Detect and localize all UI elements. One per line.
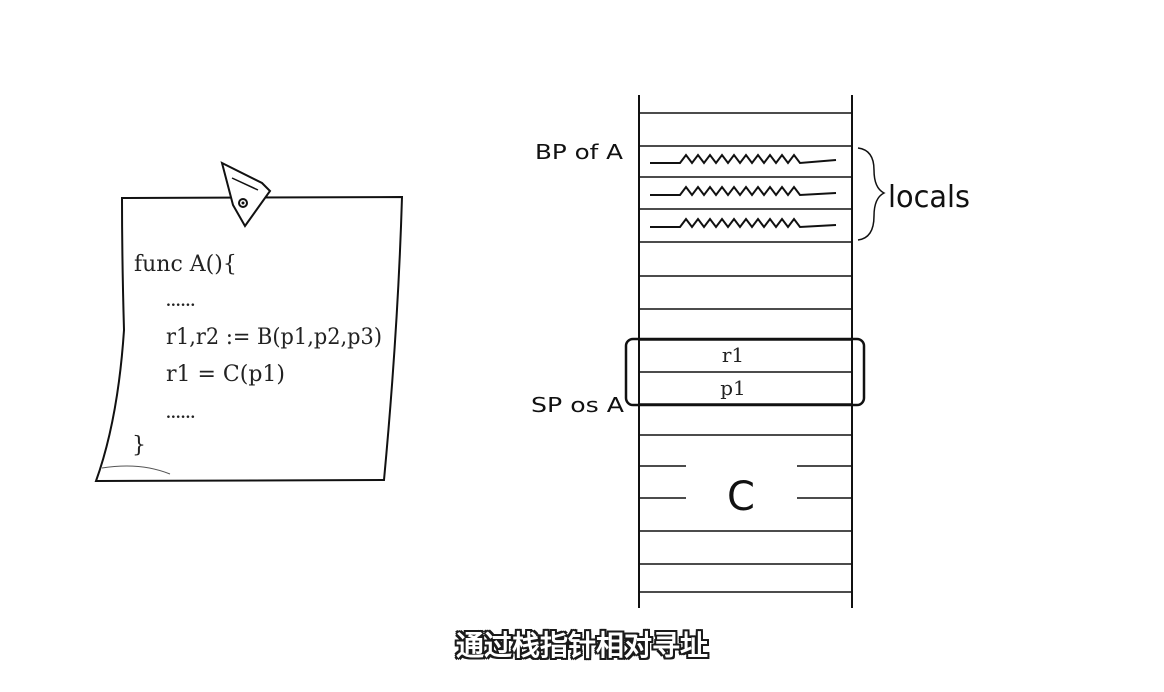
locals-curly-brace <box>857 147 886 241</box>
local-variable-zigzags <box>650 153 837 229</box>
code-line-5: ...... <box>166 406 195 422</box>
stack-slot-dividers <box>639 112 852 593</box>
bp-of-a-label: BP of A <box>535 140 623 164</box>
note-paper <box>94 195 404 483</box>
sp-frame-highlight-box <box>624 337 866 407</box>
stack-slot-p1: p1 <box>720 376 746 400</box>
pushpin-icon <box>220 161 272 228</box>
code-line-2: ...... <box>166 294 195 310</box>
locals-label: locals <box>888 180 970 215</box>
code-note: func A(){ ...... r1,r2 := B(p1,p2,p3) r1… <box>94 161 404 483</box>
sp-of-a-label: SP os A <box>531 393 624 417</box>
subtitle-caption: 通过栈指针相对寻址 <box>455 629 708 662</box>
code-line-1: func A(){ <box>134 252 237 277</box>
note-curl <box>101 465 171 475</box>
code-line-3: r1,r2 := B(p1,p2,p3) <box>166 325 382 350</box>
code-line-6: } <box>132 433 146 458</box>
stack-diagram <box>624 95 886 608</box>
frame-c-label: C <box>727 474 755 520</box>
code-line-4: r1 = C(p1) <box>166 362 285 387</box>
stack-slot-r1: r1 <box>722 343 744 367</box>
